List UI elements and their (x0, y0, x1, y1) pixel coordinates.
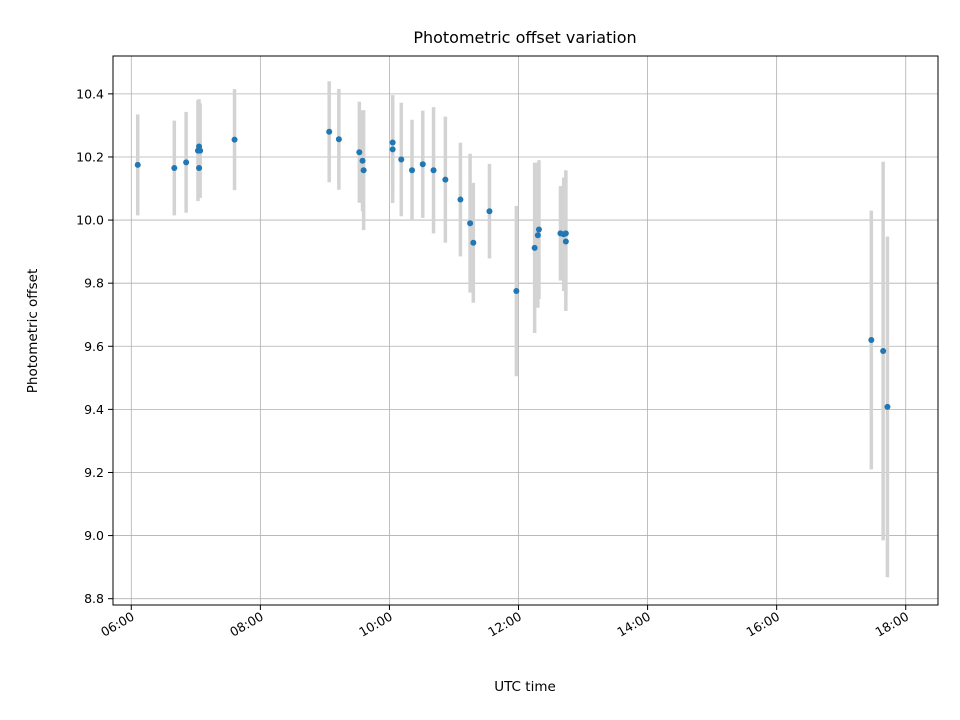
data-point (231, 136, 238, 143)
data-points (134, 128, 891, 410)
data-point (868, 336, 875, 343)
y-tick-label: 9.4 (84, 402, 104, 417)
data-point (467, 220, 474, 227)
x-tick-label: 06:00 (98, 609, 137, 640)
data-point (196, 165, 203, 172)
x-tick-label: 14:00 (614, 609, 653, 640)
y-tick-label: 10.4 (76, 86, 104, 101)
data-point (513, 288, 520, 295)
x-tick-label: 10:00 (356, 609, 395, 640)
y-tick-label: 9.8 (84, 276, 104, 291)
y-tick-label: 10.0 (76, 213, 104, 228)
data-point (183, 159, 190, 166)
data-point (884, 403, 891, 410)
data-point (419, 161, 426, 168)
data-point (457, 196, 464, 203)
chart-title: Photometric offset variation (413, 28, 636, 47)
data-point (486, 208, 493, 215)
data-point (335, 136, 342, 143)
data-point (442, 176, 449, 183)
data-point (171, 165, 178, 172)
y-tick-label: 8.8 (84, 591, 104, 606)
data-point (531, 244, 538, 251)
data-point (326, 128, 333, 135)
y-tick-label: 10.2 (76, 149, 104, 164)
y-tick-label: 9.0 (84, 528, 104, 543)
data-point (389, 146, 396, 153)
data-point (562, 230, 569, 237)
data-point (430, 167, 437, 174)
data-point (360, 167, 367, 174)
x-axis-label: UTC time (494, 679, 556, 695)
x-tick-label: 18:00 (873, 609, 912, 640)
y-axis-ticks: 8.8 9.0 9.2 9.4 9.6 9.8 10.0 10.2 10.4 (76, 86, 113, 606)
data-point (534, 232, 541, 239)
x-tick-label: 12:00 (485, 609, 524, 640)
data-point (389, 139, 396, 146)
data-point (359, 157, 366, 164)
data-point (398, 156, 405, 163)
data-point (197, 147, 204, 154)
data-point (880, 348, 887, 355)
data-point (562, 238, 569, 245)
y-tick-label: 9.6 (84, 339, 104, 354)
error-bars (135, 81, 890, 578)
data-point (409, 167, 416, 174)
y-axis-label: Photometric offset (25, 269, 41, 393)
x-tick-label: 08:00 (227, 609, 266, 640)
data-point (356, 149, 363, 156)
grid-lines (113, 56, 938, 605)
plot-frame (112, 55, 939, 606)
x-axis-ticks: 06:00 08:00 10:00 12:00 14:00 16:00 18:00 (98, 605, 911, 640)
data-point (470, 239, 477, 246)
y-tick-label: 9.2 (84, 465, 104, 480)
data-point (535, 226, 542, 233)
data-point (134, 161, 141, 168)
x-tick-label: 16:00 (743, 609, 782, 640)
